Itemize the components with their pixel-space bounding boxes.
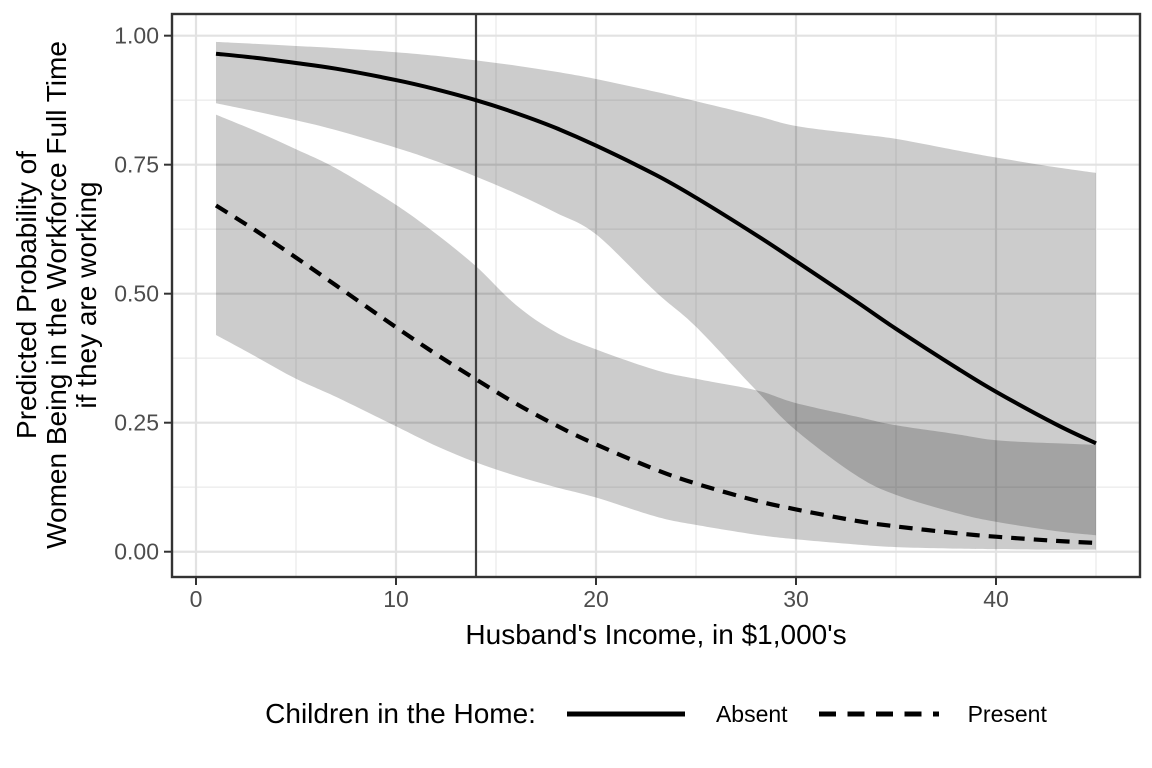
grid-major: [172, 14, 1140, 577]
svg-text:0.50: 0.50: [114, 281, 159, 307]
svg-text:0.75: 0.75: [114, 152, 159, 178]
svg-text:1.00: 1.00: [114, 23, 159, 49]
ribbon-absent: [216, 41, 1096, 536]
grid-minor: [172, 14, 1140, 577]
svg-text:0: 0: [190, 586, 203, 612]
svg-text:20: 20: [583, 586, 609, 612]
legend-label-present: Present: [967, 700, 1047, 727]
legend-label-absent: Absent: [715, 700, 788, 727]
svg-text:0.00: 0.00: [114, 539, 159, 565]
panel-background: [172, 14, 1140, 577]
ribbon-present: [216, 114, 1096, 550]
line-absent: [215, 51, 1097, 446]
svg-text:40: 40: [983, 586, 1009, 612]
svg-text:0.25: 0.25: [114, 410, 159, 436]
panel-border: [170, 12, 1142, 579]
legend-key-solid-line-icon: [566, 711, 685, 717]
x-axis-title: Husband's Income, in $1,000's: [465, 619, 847, 650]
legend: Children in the Home: Absent Present: [172, 690, 1140, 738]
y-tick-labels: 0.00 0.25 0.50 0.75 1.00: [114, 23, 159, 565]
svg-text:30: 30: [783, 586, 809, 612]
y-axis-title: Predicted Probability of Women Being in …: [11, 41, 102, 549]
legend-key-dashed-line-icon: [818, 711, 939, 717]
tick-marks: [164, 34, 997, 585]
legend-title: Children in the Home:: [265, 698, 536, 729]
line-present: [214, 203, 1097, 545]
svg-text:10: 10: [383, 586, 409, 612]
x-tick-labels: 0 10 20 30 40: [190, 586, 1009, 612]
